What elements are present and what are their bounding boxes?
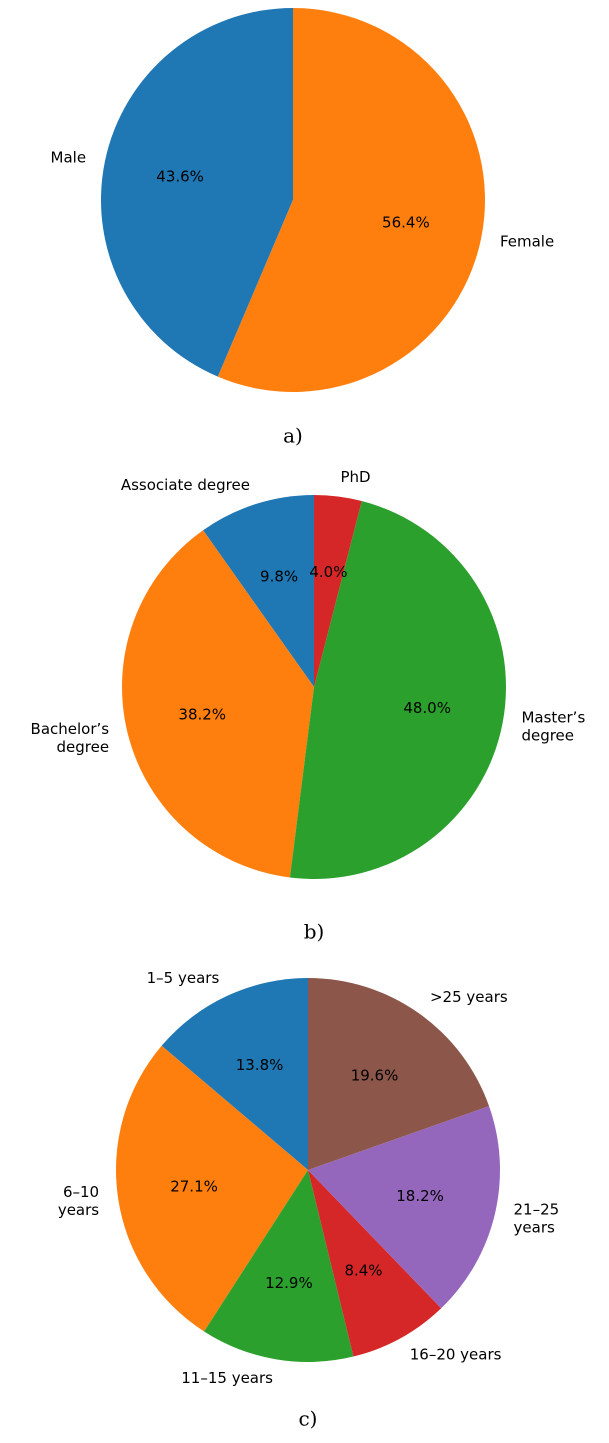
slice-label: Bachelor’s degree (31, 720, 110, 756)
pie-slice (161, 978, 308, 1170)
percent-label: 48.0% (403, 699, 451, 717)
slice-label: 21–25 years (514, 1200, 560, 1236)
pie-slice (308, 1106, 500, 1309)
percent-label: 12.9% (265, 1274, 313, 1292)
pie-slice (203, 495, 314, 687)
pie-slice (217, 8, 485, 392)
pie-slice (308, 978, 490, 1170)
caption: b) (304, 920, 325, 944)
pie-slice (308, 1170, 442, 1357)
slice-label: Master’s degree (521, 708, 585, 744)
caption: c) (298, 1407, 317, 1431)
pie-slice (100, 8, 293, 377)
pie-slice (116, 1045, 308, 1332)
pie-slice (121, 530, 314, 878)
slice-label: Female (500, 233, 554, 251)
percent-label: 19.6% (351, 1066, 399, 1084)
percent-label: 27.1% (170, 1177, 218, 1195)
percent-label: 38.2% (178, 705, 226, 723)
slice-label: 6–10 years (58, 1183, 99, 1219)
caption: a) (283, 424, 303, 448)
slice-label: Male (51, 148, 87, 166)
pie-slice (314, 495, 362, 687)
slice-label: 1–5 years (147, 969, 220, 987)
percent-label: 43.6% (156, 167, 204, 185)
percent-label: 56.4% (382, 214, 430, 232)
slice-label: PhD (340, 468, 370, 486)
percent-label: 8.4% (344, 1261, 382, 1279)
slice-label: Associate degree (121, 476, 250, 494)
percent-label: 4.0% (309, 563, 347, 581)
percent-label: 13.8% (236, 1056, 284, 1074)
slice-label: 16–20 years (410, 1346, 502, 1364)
pie-slice (289, 501, 507, 880)
percent-label: 18.2% (396, 1187, 444, 1205)
pie-slice (204, 1170, 354, 1363)
percent-label: 9.8% (260, 568, 298, 586)
slice-label: 11–15 years (181, 1369, 273, 1387)
slice-label: >25 years (430, 988, 508, 1006)
